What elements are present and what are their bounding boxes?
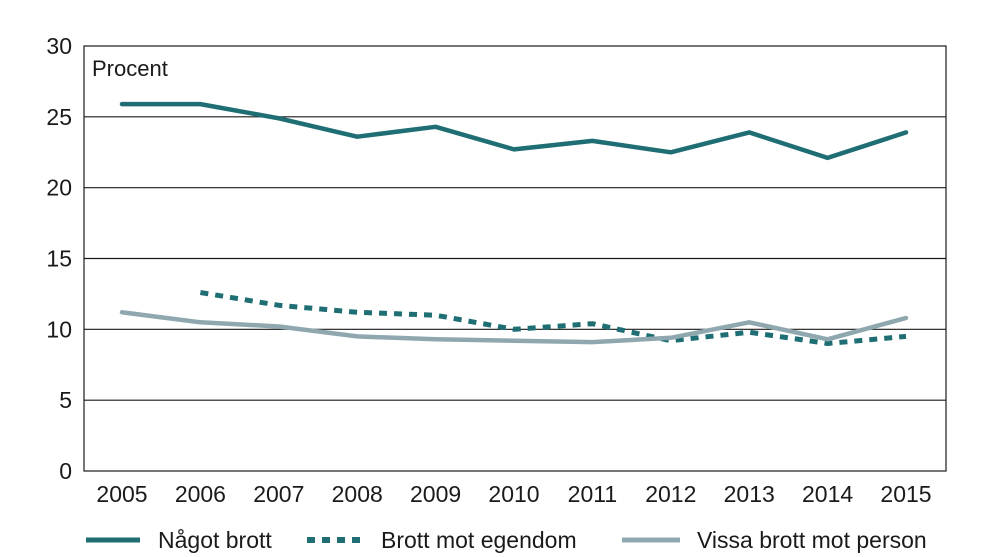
y-tick-label: 25 <box>46 104 72 130</box>
legend-label-1: Något brott <box>158 527 272 553</box>
plot-frame <box>83 45 947 472</box>
x-tick-label: 2006 <box>175 481 226 507</box>
y-tick-label: 5 <box>59 387 72 413</box>
x-tick-label: 2012 <box>645 481 696 507</box>
grid <box>84 116 946 401</box>
legend-label-3: Vissa brott mot person <box>697 527 927 553</box>
y-tick-label: 15 <box>46 246 72 272</box>
x-tick-label: 2009 <box>410 481 461 507</box>
y-tick-label: 0 <box>59 458 72 484</box>
x-tick-label: 2008 <box>332 481 383 507</box>
series-lines <box>119 101 909 346</box>
series-line-3 <box>119 310 909 345</box>
y-tick-label: 20 <box>46 175 72 201</box>
x-tick-label: 2014 <box>802 481 853 507</box>
y-unit-label: Procent <box>92 56 168 81</box>
x-tick-label: 2005 <box>96 481 147 507</box>
y-tick-label: 10 <box>46 316 72 342</box>
x-tick-label: 2011 <box>568 481 617 507</box>
series-line-2 <box>199 290 907 346</box>
x-axis-ticks: 2005 2006 2007 2008 2009 2010 2011 2012 2013 2014… <box>96 481 931 507</box>
series-line-1 <box>119 101 909 161</box>
x-tick-label: 2010 <box>488 481 539 507</box>
x-tick-label: 2013 <box>724 481 775 507</box>
y-tick-label: 30 <box>46 33 72 59</box>
x-tick-label: 2015 <box>880 481 931 507</box>
legend-label-2: Brott mot egendom <box>381 527 577 553</box>
y-axis-ticks: 0 5 10 15 20 25 30 <box>46 33 72 484</box>
x-tick-label: 2007 <box>253 481 304 507</box>
legend: Något brott Brott mot egendom Vissa brott … <box>86 527 927 553</box>
